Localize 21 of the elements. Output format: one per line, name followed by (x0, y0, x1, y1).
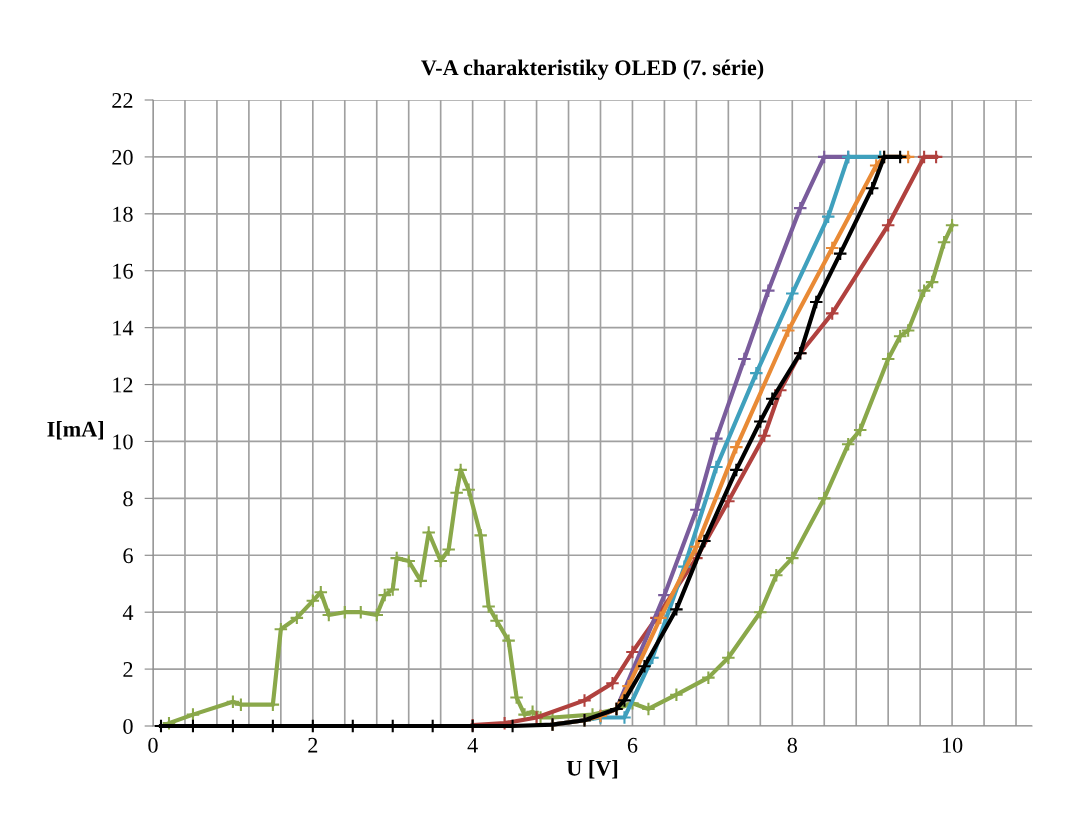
y-tick-label: 8 (123, 491, 133, 507)
x-axis-title: U [V] (566, 760, 618, 779)
x-tick-label: 0 (148, 737, 158, 753)
y-tick-label: 18 (113, 206, 133, 222)
y-tick-label: 6 (123, 548, 133, 564)
y-tick-label: 16 (113, 263, 133, 279)
x-tick-label: 4 (467, 737, 478, 753)
y-tick-label: 2 (123, 662, 133, 677)
chart-title: V-A charakteristiky OLED (7. série) (421, 59, 764, 80)
y-tick-label: 12 (113, 377, 133, 393)
y-tick-label: 4 (122, 605, 134, 620)
y-tick-label: 14 (113, 320, 134, 336)
y-tick-label: 0 (123, 718, 133, 734)
y-tick-label: 22 (112, 92, 133, 108)
y-axis-title: I[mA] (47, 421, 103, 440)
x-tick-label: 8 (787, 737, 797, 753)
y-tick-label: 10 (113, 434, 133, 450)
x-tick-label: 10 (942, 737, 963, 753)
x-tick-label: 6 (627, 737, 638, 753)
y-tick-label: 20 (112, 149, 133, 165)
x-tick-label: 2 (308, 737, 318, 753)
